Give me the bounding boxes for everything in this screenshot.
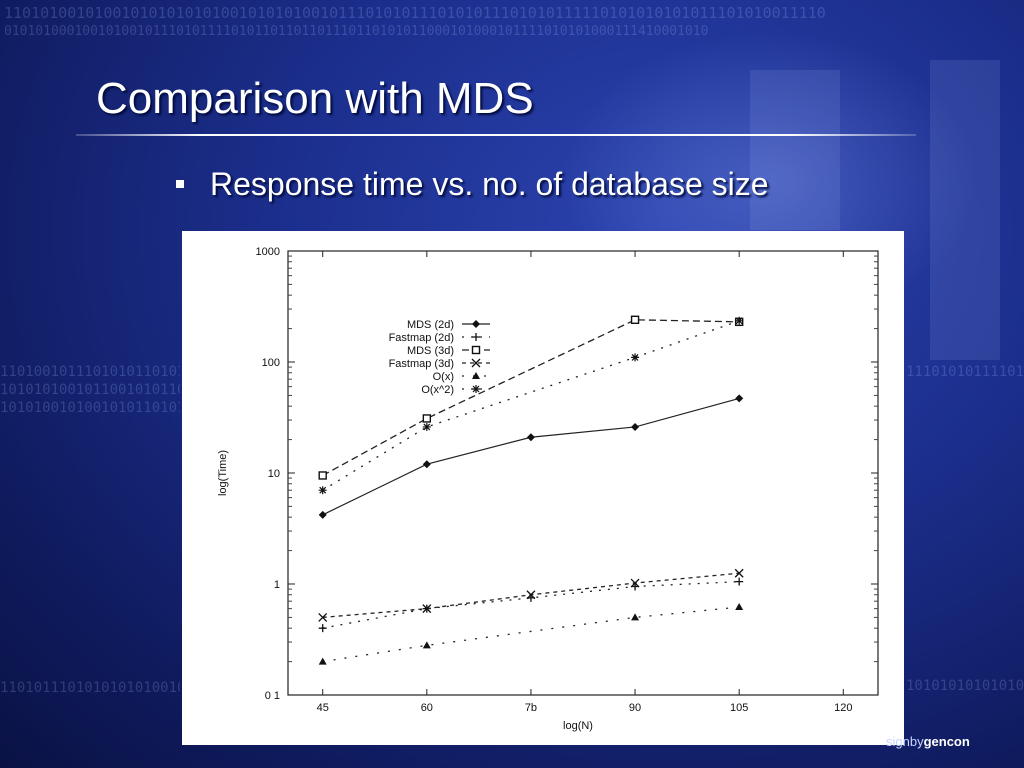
binary-row: 11010111010101010100101110101011 bbox=[0, 680, 180, 696]
series-line bbox=[322, 320, 740, 491]
data-point bbox=[318, 612, 328, 622]
binary-row: 1101001011101010110101010101100 bbox=[0, 364, 180, 380]
x-tick-label: 90 bbox=[629, 702, 641, 714]
binary-row: 1010101001011001010110101010110 bbox=[0, 382, 180, 398]
brand-name: gencon bbox=[923, 734, 970, 749]
brand-footer: signbygencon bbox=[886, 734, 970, 749]
y-tick-label: 1 bbox=[274, 579, 280, 591]
legend-label: MDS (2d) bbox=[407, 319, 454, 331]
data-point bbox=[318, 486, 327, 495]
binary-row: 1010100101001010110101010010111 bbox=[0, 400, 180, 416]
binary-row: 10101010101010101110101010101010 bbox=[906, 678, 1024, 694]
data-point bbox=[631, 353, 640, 362]
series-line bbox=[322, 580, 740, 629]
legend-label: Fastmap (3d) bbox=[389, 358, 454, 370]
data-point bbox=[318, 510, 327, 519]
legend-marker bbox=[472, 385, 480, 393]
square-bullet-icon bbox=[176, 180, 184, 188]
data-point bbox=[318, 657, 327, 665]
data-point bbox=[422, 604, 432, 614]
binary-row: 0101010001001010010111010111101011011011… bbox=[4, 24, 709, 39]
data-point bbox=[734, 568, 744, 578]
x-tick-label: 60 bbox=[421, 702, 433, 714]
x-axis-label: log(N) bbox=[563, 720, 593, 732]
y-tick-label: 10 bbox=[268, 468, 280, 480]
legend-marker bbox=[471, 345, 481, 355]
legend-label: O(x^2) bbox=[421, 384, 454, 396]
title-underline bbox=[76, 134, 916, 136]
legend-marker bbox=[472, 372, 480, 379]
series-line bbox=[322, 397, 740, 516]
x-tick-label: 7b bbox=[525, 702, 537, 714]
data-point bbox=[735, 603, 744, 611]
chart-container: 45 60 7b 90 105 120 0 1 1 10 100 1000 log(N) log(Tim… bbox=[182, 231, 904, 745]
brand-prefix: signby bbox=[886, 734, 924, 749]
bullet-text: Response time vs. no. of database size bbox=[210, 166, 769, 202]
series-line bbox=[322, 319, 740, 477]
legend-marker bbox=[472, 320, 480, 328]
y-tick-label: 1000 bbox=[256, 246, 280, 258]
background-panel bbox=[750, 70, 840, 230]
legend-label: MDS (3d) bbox=[407, 345, 454, 357]
legend-marker bbox=[471, 358, 481, 368]
data-point bbox=[422, 422, 431, 431]
data-point bbox=[630, 578, 640, 588]
plot-frame bbox=[287, 250, 879, 696]
data-point bbox=[318, 471, 327, 480]
data-point bbox=[526, 433, 535, 442]
data-point bbox=[735, 394, 744, 403]
x-tick-label: 45 bbox=[317, 702, 329, 714]
legend-marker bbox=[472, 333, 480, 341]
data-point bbox=[526, 590, 536, 600]
y-tick-label: 0 1 bbox=[265, 690, 280, 702]
series-line bbox=[322, 606, 740, 663]
background-panel bbox=[930, 60, 1000, 360]
data-point bbox=[630, 315, 640, 324]
response-time-chart: 45 60 7b 90 105 120 0 1 1 10 100 1000 log(N) log(Tim… bbox=[217, 246, 879, 732]
slide-title: Comparison with MDS bbox=[96, 74, 534, 123]
data-point bbox=[422, 460, 431, 469]
y-axis-label: log(Time) bbox=[217, 450, 229, 496]
binary-row: 1110101011110101010101101101101 bbox=[906, 364, 1024, 380]
x-tick-label: 120 bbox=[834, 702, 852, 714]
data-point bbox=[422, 641, 431, 649]
data-point bbox=[735, 577, 744, 586]
data-point bbox=[318, 624, 327, 633]
binary-row: 1101010010100101010101010010101010010111… bbox=[4, 4, 826, 22]
legend-label: O(x) bbox=[433, 371, 454, 383]
data-point bbox=[422, 414, 432, 423]
y-tick-label: 100 bbox=[262, 357, 280, 369]
data-point bbox=[631, 613, 640, 621]
legend-label: Fastmap (2d) bbox=[389, 332, 454, 344]
x-tick-label: 105 bbox=[730, 702, 748, 714]
data-point bbox=[735, 316, 744, 325]
data-point bbox=[631, 422, 640, 431]
